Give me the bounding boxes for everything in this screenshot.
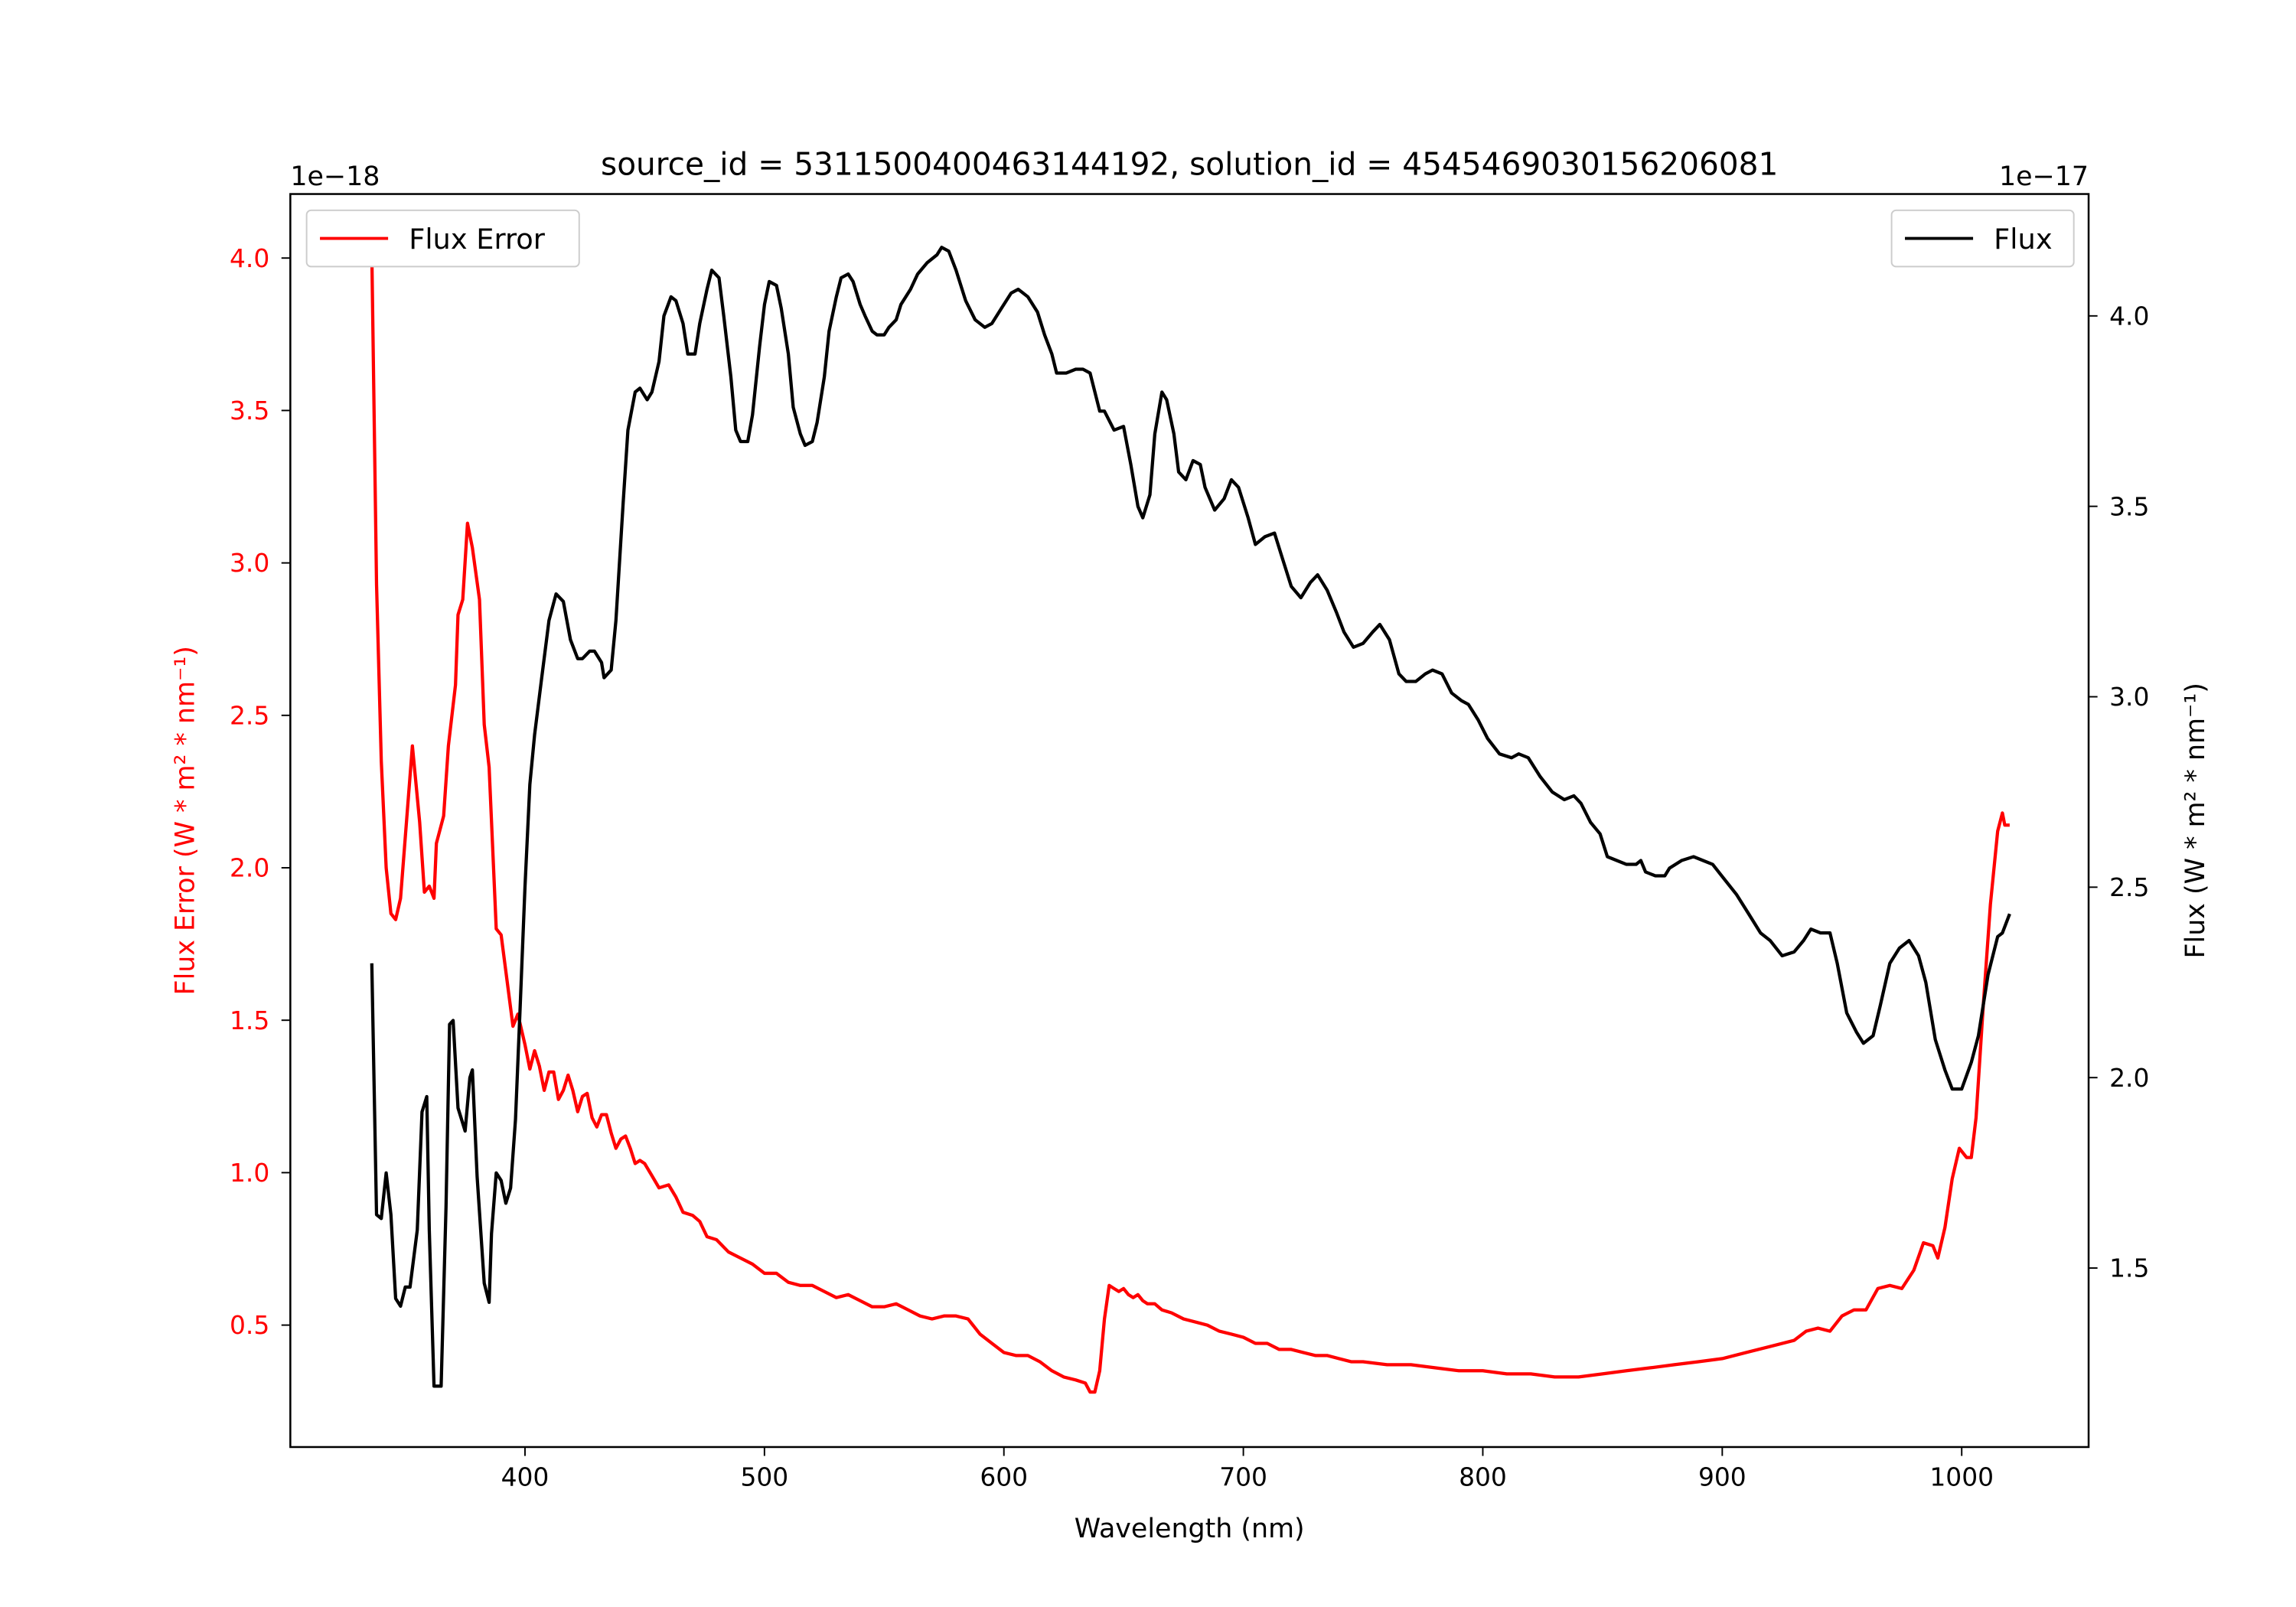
legend-box bbox=[305, 209, 580, 268]
right-y-axis-label: Flux (W * m² * nm⁻¹) bbox=[2180, 683, 2211, 958]
x-tick-label: 800 bbox=[1459, 1462, 1507, 1491]
left-y-tick-label: 3.0 bbox=[230, 548, 269, 578]
x-tick-label: 900 bbox=[1698, 1462, 1746, 1491]
left-axis-offset: 1e−18 bbox=[290, 161, 380, 192]
legend-label-flux-error: Flux Error bbox=[409, 223, 546, 256]
right-y-tick-label: 2.5 bbox=[2109, 872, 2149, 902]
x-tick-label: 400 bbox=[501, 1462, 550, 1491]
legend-flux-error: Flux Error bbox=[305, 209, 580, 268]
right-y-tick-label: 2.0 bbox=[2109, 1063, 2149, 1093]
right-y-tick-label: 4.0 bbox=[2109, 301, 2149, 331]
x-tick-label: 600 bbox=[980, 1462, 1028, 1491]
series-line-flux bbox=[370, 246, 2011, 1388]
right-y-tick-label: 1.5 bbox=[2109, 1253, 2149, 1283]
chart-title: source_id = 5311500400463144192, solutio… bbox=[601, 145, 1778, 182]
right-y-tick-label: 3.0 bbox=[2109, 682, 2149, 712]
legend-label-flux: Flux bbox=[1994, 223, 2052, 256]
left-y-tick-label: 1.5 bbox=[230, 1006, 269, 1035]
left-y-tick-label: 1.0 bbox=[230, 1158, 269, 1188]
left-y-tick-label: 3.5 bbox=[230, 396, 269, 425]
x-tick-label: 1000 bbox=[1929, 1462, 1994, 1491]
legend-box bbox=[1890, 209, 2075, 268]
x-tick-label: 500 bbox=[740, 1462, 788, 1491]
left-y-tick-label: 0.5 bbox=[230, 1310, 269, 1340]
legend-flux: Flux bbox=[1890, 209, 2075, 268]
x-axis-label: Wavelength (nm) bbox=[1075, 1514, 1305, 1544]
left-y-axis-label: Flux Error (W * m² * nm⁻¹) bbox=[171, 646, 201, 995]
plot-frame bbox=[289, 193, 2090, 1449]
x-tick-label: 700 bbox=[1219, 1462, 1267, 1491]
left-y-tick-label: 2.0 bbox=[230, 853, 269, 883]
left-y-tick-label: 2.5 bbox=[230, 700, 269, 730]
right-y-tick-label: 3.5 bbox=[2109, 491, 2149, 521]
left-y-tick-label: 4.0 bbox=[230, 243, 269, 273]
right-axis-offset: 1e−17 bbox=[1999, 161, 2089, 192]
